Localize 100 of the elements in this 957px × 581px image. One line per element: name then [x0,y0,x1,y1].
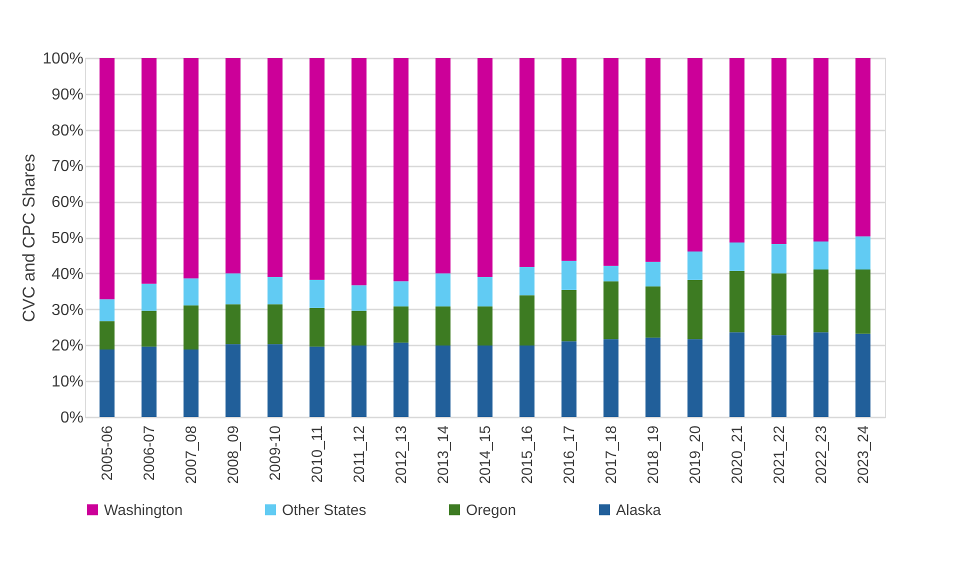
bar [436,346,451,417]
bar [855,58,870,236]
y-tick-label: 10% [51,374,84,391]
bar [519,295,534,346]
y-tick-label: 70% [51,158,84,176]
y-tick-label: 0% [60,410,84,426]
x-tick-label: 2021_22 [770,426,788,484]
bar [603,281,618,340]
legend-label: Alaska [616,502,662,519]
bar [142,310,157,347]
bar [394,58,409,282]
bar [519,346,534,417]
legend-label: Other States [282,502,366,519]
bar [394,281,409,306]
y-tick-label: 80% [51,122,84,140]
x-tick-label: 2011_12 [351,426,368,483]
bar [561,341,576,417]
x-tick-label: 2020_21 [728,426,746,484]
bar [100,299,115,322]
bar [687,339,702,417]
x-tick-label: 2018_19 [644,426,662,484]
y-tick-label: 40% [51,266,84,283]
bar [184,305,199,350]
bar [226,273,241,304]
bar [603,58,618,266]
bar [771,273,786,336]
bar [184,58,199,278]
bar [268,276,283,304]
bar [561,290,576,342]
bar [268,304,283,344]
bar [352,346,367,417]
bar [436,273,451,306]
x-tick-label: 2012_13 [393,426,410,484]
bar [603,266,618,282]
bar [603,339,618,417]
bar [813,58,828,242]
bar [729,242,744,271]
bar [813,241,828,270]
x-tick-label: 2010_11 [309,426,326,483]
x-tick-label: 2023_24 [854,426,872,484]
y-tick-label: 50% [51,230,84,247]
bar [645,58,660,262]
bar [394,342,409,417]
y-tick-label: 20% [51,338,84,355]
x-tick-label: 2013_14 [435,426,452,484]
bar [855,269,870,334]
bar [519,58,534,267]
bar [310,280,325,308]
y-tick-label: 30% [51,302,84,319]
bar [436,306,451,346]
x-tick-label: 2015_16 [518,426,536,484]
x-tick-label: 2022_23 [812,426,830,484]
bar [855,236,870,270]
x-tick-label: 2016_17 [560,426,578,484]
bar [100,321,115,350]
bar [184,278,199,306]
bar [478,58,492,277]
bar [436,58,451,274]
bar [100,58,115,300]
bar [352,285,367,311]
bar [561,58,576,261]
bar [645,262,660,286]
bar [561,260,576,290]
bar [100,350,115,417]
y-tick-label: 100% [42,50,84,68]
bar [142,284,157,311]
bar [352,310,367,346]
bar [729,270,744,332]
bar [687,58,702,252]
bar [268,344,283,417]
bar [142,346,157,417]
bar [394,306,409,343]
bar [729,58,744,243]
bar [771,58,786,244]
bar [310,346,325,417]
x-tick-label: 2017_18 [602,426,620,484]
bar [142,58,157,284]
x-tick-label: 2007_08 [183,426,200,484]
y-tick-label: 90% [51,86,84,104]
bar [184,350,199,417]
y-tick-label: 60% [51,194,84,212]
bar [855,334,870,417]
legend-label: Washington [104,502,183,519]
bar [687,252,702,280]
bar [226,344,241,417]
bar [645,286,660,338]
x-tick-label: 2009-10 [267,426,284,481]
x-tick-label: 2006-07 [141,426,158,481]
bar [687,280,702,340]
bar [645,338,660,417]
x-tick-label: 2005-06 [99,426,116,481]
bar [226,304,241,344]
bar [771,244,786,274]
bar [729,332,744,417]
y-axis-title: CVC and CPC Shares [20,154,39,322]
bar [813,269,828,332]
x-tick-label: 2014_15 [477,426,494,484]
legend-label: Oregon [466,502,516,519]
bar [310,58,325,280]
bar [519,266,534,296]
